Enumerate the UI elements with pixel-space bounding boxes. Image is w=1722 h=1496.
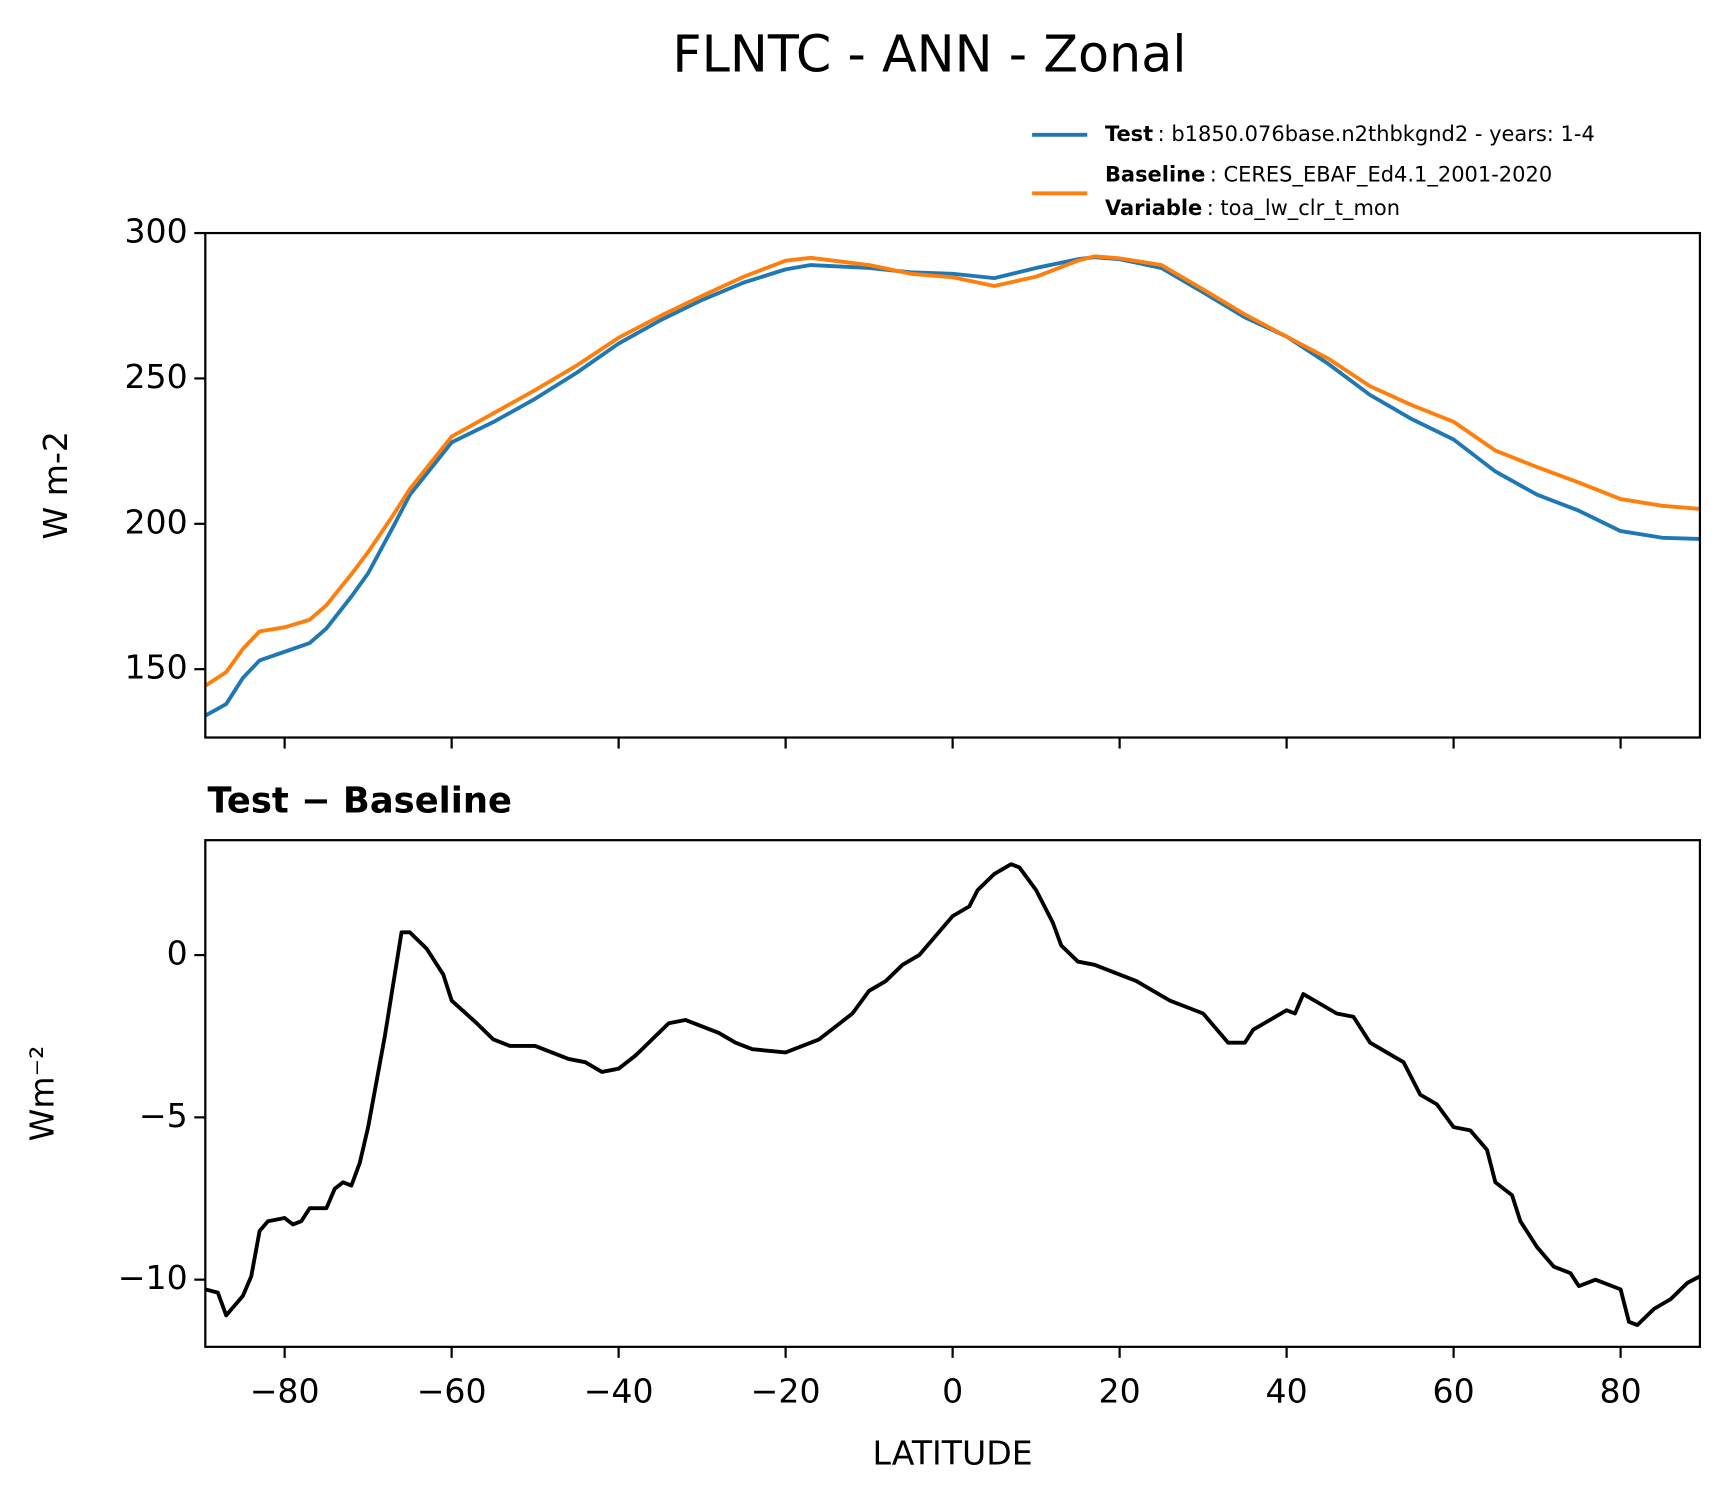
y-tick-label: 250: [124, 357, 187, 396]
y-tick-label: −5: [139, 1096, 188, 1135]
y-tick-label: 300: [124, 212, 187, 251]
plot-area: [205, 254, 1700, 718]
x-axis-label: LATITUDE: [873, 1434, 1033, 1473]
legend-label: Test: b1850.076base.n2thbkgnd2 - years: …: [1105, 122, 1595, 146]
data-line: [205, 254, 1700, 688]
y-axis-label: Wm⁻²: [23, 1046, 62, 1142]
x-tick-label: −20: [751, 1372, 821, 1411]
legend-label: Variable: toa_lw_clr_t_mon: [1105, 196, 1400, 221]
y-axis-label: W m-2: [36, 431, 75, 540]
y-tick-label: 150: [124, 648, 187, 687]
x-tick-label: −60: [417, 1372, 487, 1411]
legend-description: : b1850.076base.n2thbkgnd2 - years: 1-4: [1158, 122, 1595, 146]
y-tick-label: 200: [124, 502, 187, 541]
plot-area: [205, 862, 1700, 1328]
x-tick-label: 40: [1266, 1372, 1308, 1411]
legend-name: Test: [1105, 122, 1153, 146]
x-tick-label: −80: [250, 1372, 320, 1411]
y-tick-label: −10: [118, 1258, 188, 1297]
x-tick-label: 0: [942, 1372, 963, 1411]
x-tick-label: −40: [584, 1372, 654, 1411]
x-tick-label: 80: [1600, 1372, 1642, 1411]
data-line: [205, 255, 1700, 718]
legend-label: Baseline: CERES_EBAF_Ed4.1_2001-2020: [1105, 163, 1552, 188]
legend-name: Variable: [1105, 196, 1202, 220]
legend-description: : toa_lw_clr_t_mon: [1207, 196, 1400, 221]
data-line: [205, 862, 1700, 1328]
x-tick-label: 20: [1099, 1372, 1141, 1411]
legend-name: Baseline: [1105, 163, 1205, 187]
figure-title: FLNTC - ANN - Zonal: [672, 25, 1186, 84]
y-tick-label: 0: [167, 934, 188, 973]
axes-frame: [204, 231, 1702, 739]
panel-title: Test − Baseline: [208, 781, 512, 822]
x-tick-label: 60: [1433, 1372, 1475, 1411]
axes-frame: [204, 839, 1702, 1348]
legend-description: : CERES_EBAF_Ed4.1_2001-2020: [1210, 163, 1552, 188]
